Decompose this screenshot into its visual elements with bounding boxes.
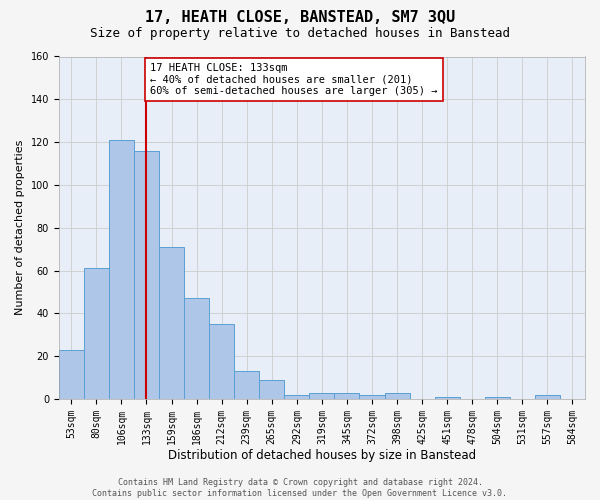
Bar: [59, 350, 84, 399]
Bar: [209, 324, 234, 399]
Bar: [310, 392, 334, 399]
Bar: [334, 392, 359, 399]
Bar: [359, 394, 385, 399]
Bar: [234, 371, 259, 399]
Y-axis label: Number of detached properties: Number of detached properties: [15, 140, 25, 316]
X-axis label: Distribution of detached houses by size in Banstead: Distribution of detached houses by size …: [168, 450, 476, 462]
Text: Size of property relative to detached houses in Banstead: Size of property relative to detached ho…: [90, 28, 510, 40]
Bar: [259, 380, 284, 399]
Bar: [535, 394, 560, 399]
Bar: [159, 247, 184, 399]
Bar: [434, 397, 460, 399]
Bar: [284, 394, 310, 399]
Bar: [84, 268, 109, 399]
Bar: [385, 392, 410, 399]
Bar: [184, 298, 209, 399]
Bar: [485, 397, 510, 399]
Text: Contains HM Land Registry data © Crown copyright and database right 2024.
Contai: Contains HM Land Registry data © Crown c…: [92, 478, 508, 498]
Bar: [134, 150, 159, 399]
Bar: [109, 140, 134, 399]
Text: 17 HEATH CLOSE: 133sqm
← 40% of detached houses are smaller (201)
60% of semi-de: 17 HEATH CLOSE: 133sqm ← 40% of detached…: [150, 63, 438, 96]
Text: 17, HEATH CLOSE, BANSTEAD, SM7 3QU: 17, HEATH CLOSE, BANSTEAD, SM7 3QU: [145, 10, 455, 25]
